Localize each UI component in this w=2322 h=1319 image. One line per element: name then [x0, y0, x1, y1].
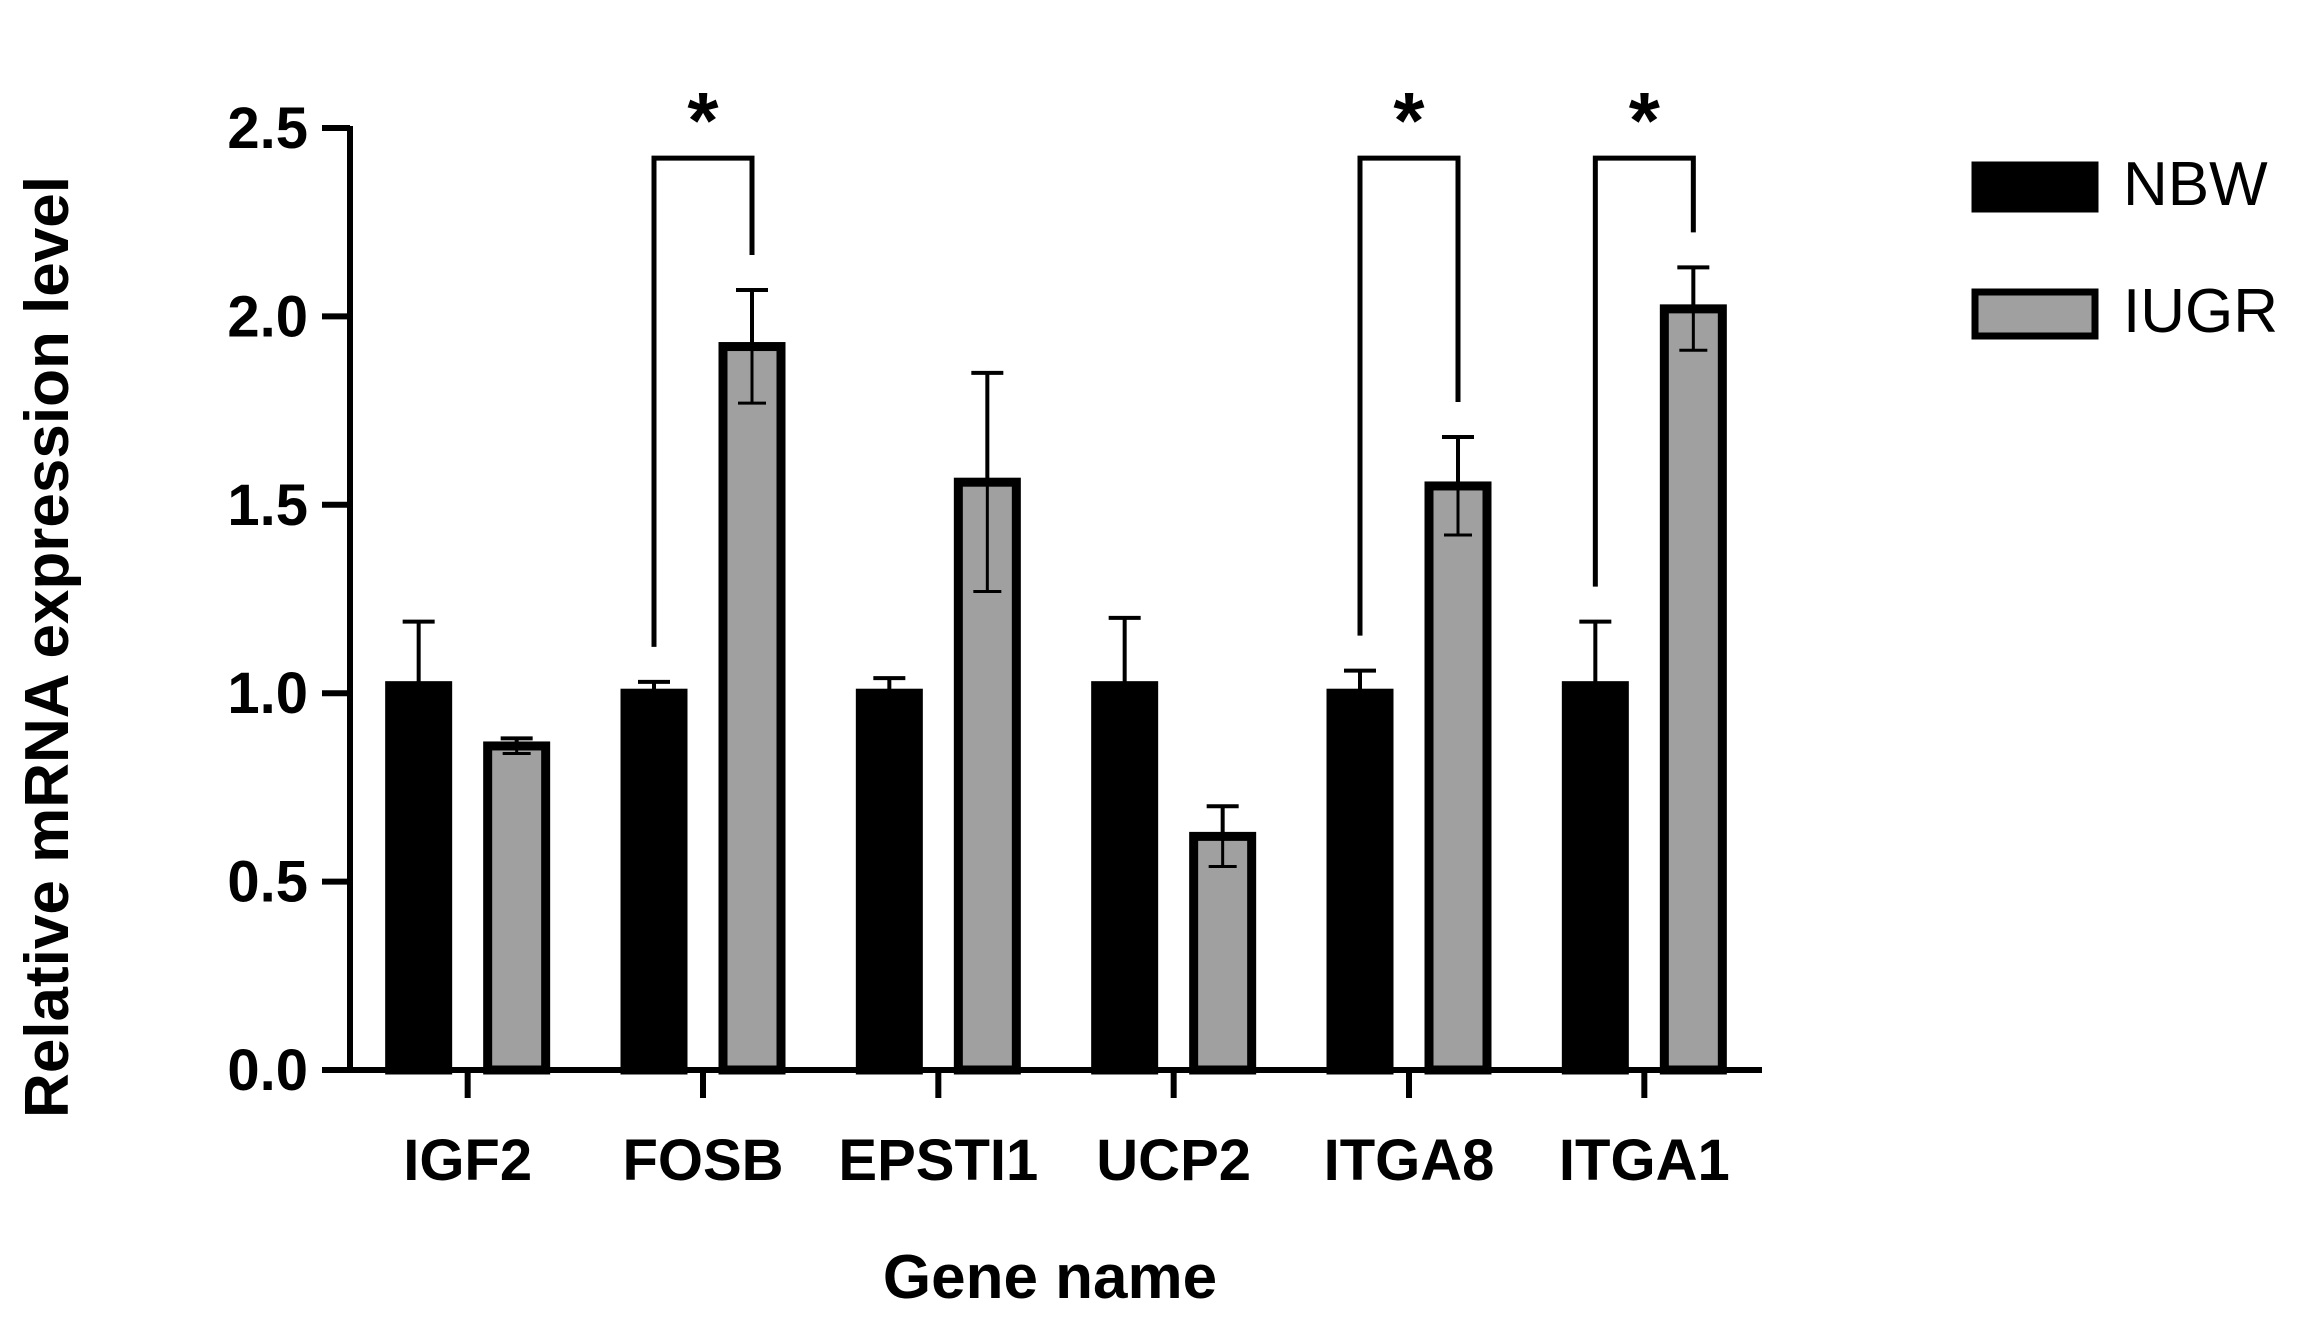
legend: NBW IUGR: [1971, 150, 2278, 346]
y-tick-label: 1.0: [227, 661, 308, 726]
significance-markers: * * *: [651, 76, 1696, 647]
bar-nbw-ucp2: [1091, 681, 1159, 1075]
bar-nbw-itga1: [1561, 681, 1629, 1075]
bar-iugr-igf2: [483, 741, 551, 1075]
bar-iugr-fosb: [718, 342, 786, 1075]
x-tick-label: ITGA1: [1559, 1128, 1730, 1193]
bars: [385, 265, 1727, 1075]
y-tick-label: 2.0: [227, 284, 308, 349]
y-tick-label: 1.5: [227, 473, 308, 538]
significance-star: *: [687, 76, 719, 165]
significance-bracket: [1592, 155, 1696, 587]
y-tick-label: 0.5: [227, 850, 308, 915]
axes: 0.0 0.5 1.0 1.5 2.0 2.5 IGF2 FOSB EPSTI1 UCP2 ITGA…: [227, 96, 1762, 1193]
bar-iugr-itga1: [1659, 304, 1727, 1075]
x-tick-label: ITGA8: [1324, 1128, 1495, 1193]
bar-nbw-igf2: [385, 681, 453, 1075]
bar-nbw-epsti1: [855, 688, 923, 1075]
significance-bracket: [651, 155, 755, 647]
significance-star: *: [1629, 76, 1661, 165]
bar-nbw-itga8: [1326, 688, 1394, 1075]
y-tick-label: 2.5: [227, 96, 308, 161]
legend-swatch-iugr: [1971, 288, 2099, 340]
x-tick-label: FOSB: [622, 1128, 783, 1193]
x-tick-label: IGF2: [403, 1128, 532, 1193]
x-tick-label: UCP2: [1096, 1128, 1251, 1193]
significance-star: *: [1393, 76, 1425, 165]
x-tick-label: EPSTI1: [838, 1128, 1038, 1193]
legend-label-nbw: NBW: [2123, 150, 2268, 219]
legend-swatch-nbw: [1971, 161, 2099, 213]
y-axis-label: Relative mRNA expression level: [13, 176, 82, 1118]
legend-label-iugr: IUGR: [2123, 277, 2278, 346]
y-tick-label: 0.0: [227, 1038, 308, 1103]
bar-iugr-itga8: [1424, 481, 1492, 1075]
bar-iugr-ucp2: [1189, 831, 1257, 1075]
x-axis-label: Gene name: [883, 1243, 1217, 1312]
bar-nbw-fosb: [620, 688, 688, 1075]
significance-bracket: [1357, 155, 1461, 636]
